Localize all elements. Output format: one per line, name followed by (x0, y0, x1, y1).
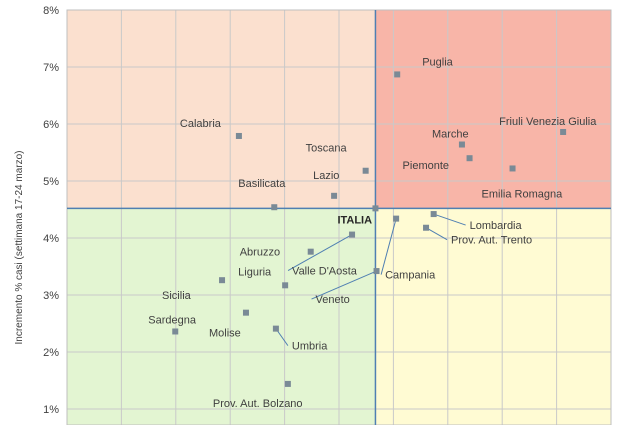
leader-line (433, 213, 466, 226)
y-tick-label: 6% (43, 119, 59, 131)
reference-point (372, 205, 379, 212)
data-point-label: Molise (209, 328, 241, 340)
data-point-label: Lazio (313, 170, 339, 182)
data-point-label: Toscana (306, 143, 348, 155)
data-point (331, 192, 338, 199)
data-point-label: Sicilia (162, 290, 192, 302)
leader-line (287, 234, 353, 272)
leader-line (311, 270, 377, 300)
data-point (242, 309, 249, 316)
data-point-label: Basilicata (238, 178, 286, 190)
leader-line (425, 227, 448, 241)
data-point (560, 128, 567, 135)
data-point (349, 231, 356, 238)
data-point-label: Umbria (292, 341, 328, 353)
y-tick-label: 7% (43, 62, 59, 74)
y-tick-label: 8% (43, 5, 59, 17)
data-point-label: Lombardia (470, 220, 523, 232)
data-point (423, 224, 430, 231)
data-point (272, 325, 279, 332)
data-point-label: Valle D'Aosta (292, 266, 358, 278)
y-tick-label: 1% (43, 404, 59, 416)
y-tick-label: 4% (43, 233, 59, 245)
data-point-label: Prov. Aut. Bolzano (213, 398, 303, 410)
data-point (373, 268, 380, 275)
data-point (271, 204, 278, 211)
data-point-label: Marche (432, 129, 469, 141)
data-point-label: Veneto (316, 294, 350, 306)
data-point (219, 277, 226, 284)
data-point (362, 167, 369, 174)
data-point (466, 155, 473, 162)
data-point (282, 282, 289, 289)
y-axis-title: Incremento % casi (settimana 17-24 marzo… (14, 151, 25, 345)
data-point-label: Campania (385, 270, 436, 282)
data-point-label: Calabria (180, 118, 222, 130)
quadrant-bottom-right (375, 208, 611, 425)
data-point-label: Piemonte (403, 160, 449, 172)
data-point-label: Puglia (422, 56, 453, 68)
plot-area-border (66, 9, 612, 425)
reference-label: ITALIA (337, 214, 372, 226)
data-point-label: Emilia Romagna (482, 188, 564, 200)
data-point (509, 165, 516, 172)
data-point (393, 215, 400, 222)
data-point (235, 132, 242, 139)
quadrant-top-left (67, 10, 376, 209)
data-point (394, 71, 401, 78)
quadrant-bottom-left (67, 208, 376, 425)
y-tick-label: 5% (43, 176, 59, 188)
data-point (430, 211, 437, 218)
data-point-label: Friuli Venezia Giulia (499, 116, 597, 128)
data-point (307, 248, 314, 255)
leader-line (380, 218, 397, 275)
data-point (284, 380, 291, 387)
data-point-label: Sardegna (148, 314, 197, 326)
y-tick-label: 2% (43, 347, 59, 359)
quadrant-top-right (375, 10, 611, 209)
data-point (458, 141, 465, 148)
y-tick-label: 3% (43, 290, 59, 302)
data-point (172, 328, 179, 335)
data-point-label: Liguria (238, 266, 272, 278)
data-point-label: Abruzzo (240, 247, 280, 259)
data-point-label: Prov. Aut. Trento (451, 235, 532, 247)
